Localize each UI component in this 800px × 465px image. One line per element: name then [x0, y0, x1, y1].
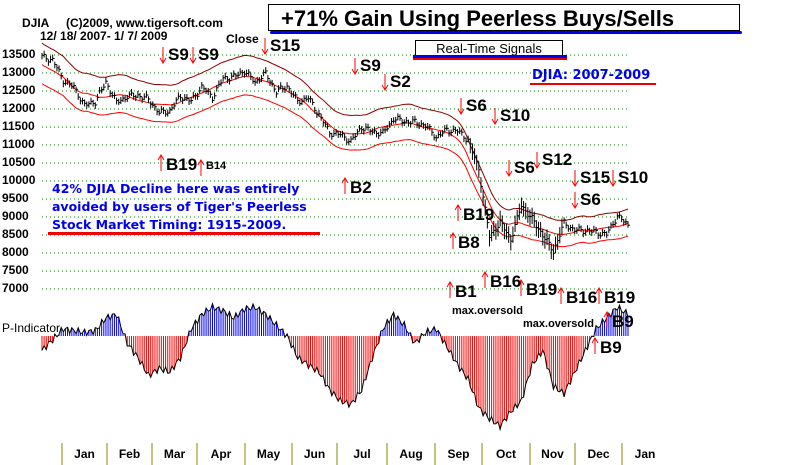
signal-buy: B8: [458, 233, 480, 252]
down-arrow-icon: [533, 162, 541, 169]
down-arrow-icon: [571, 180, 579, 187]
y-tick-label: 8500: [2, 227, 29, 241]
month-label: Jan: [74, 447, 95, 461]
note-line: avoided by users of Tiger's Peerless: [52, 199, 307, 214]
y-tick-label: 9500: [2, 191, 29, 205]
up-arrow-icon: [157, 154, 165, 161]
up-arrow-icon: [557, 287, 565, 294]
down-arrow-icon: [351, 68, 359, 75]
up-arrow-icon: [591, 337, 599, 344]
up-arrow-icon: [449, 232, 457, 239]
signal-buy: B19: [463, 205, 495, 224]
month-label: Dec: [587, 447, 610, 461]
signal-sell: S10: [500, 106, 531, 125]
copyright-label: (C)2009, www.tigersoft.com: [66, 16, 223, 30]
y-tick-label: 13500: [2, 47, 36, 61]
up-arrow-icon: [603, 311, 611, 318]
signal-sell: S9: [168, 45, 189, 64]
down-arrow-icon: [261, 48, 269, 55]
y-tick-label: 13000: [2, 65, 36, 79]
month-label: Jul: [353, 447, 371, 461]
oversold-label: max.oversold: [452, 305, 523, 317]
signal-buy: B19: [526, 280, 558, 299]
y-tick-label: 8000: [2, 245, 29, 259]
signal-sell: S2: [390, 72, 411, 91]
signal-sell: S6: [580, 190, 601, 209]
down-arrow-icon: [159, 57, 167, 64]
up-arrow-icon: [595, 287, 603, 294]
signal-buy: B14: [206, 160, 227, 172]
signal-sell: S12: [542, 150, 573, 169]
down-arrow-icon: [457, 108, 465, 115]
oversold-label: max.oversold: [523, 318, 594, 330]
y-tick-label: 9000: [2, 209, 29, 223]
symbol-label: DJIA: [22, 16, 50, 30]
month-label: Sep: [447, 447, 470, 461]
signal-buy: B1: [455, 282, 477, 301]
signal-buy: B2: [350, 178, 372, 197]
title-underline: [270, 31, 742, 34]
signal-sell: S6: [466, 96, 487, 115]
note-underline: [48, 232, 320, 235]
signal-buy: B9: [612, 312, 634, 331]
note-line: 42% DJIA Decline here was entirely: [52, 181, 300, 196]
signal-buy: B16: [566, 288, 598, 307]
y-tick-label: 7500: [2, 263, 29, 277]
up-arrow-icon: [341, 177, 349, 184]
y-tick-label: 10000: [2, 173, 36, 187]
p-indicator-label: P-Indicator: [2, 321, 61, 335]
p-indicator-line: [41, 302, 629, 432]
signal-buy: B16: [490, 272, 522, 291]
y-tick-label: 12000: [2, 101, 36, 115]
real-time-signals-box[interactable]: Real-Time Signals: [415, 40, 563, 56]
annotation-note: 42% DJIA Decline here was entirely avoid…: [52, 180, 307, 234]
down-arrow-icon: [571, 202, 579, 209]
month-label: Oct: [495, 447, 516, 461]
up-arrow-icon: [446, 281, 454, 288]
up-arrow-icon: [454, 204, 462, 211]
month-label: Nov: [541, 447, 564, 461]
y-tick-label: 10500: [2, 155, 36, 169]
signal-sell: S15: [580, 168, 611, 187]
y-tick-label: 11000: [2, 137, 35, 151]
up-arrow-icon: [197, 159, 205, 166]
signal-sell: S10: [618, 168, 649, 187]
signal-sell: S15: [270, 36, 301, 55]
djia-period-label: DJIA: 2007-2009: [532, 68, 651, 83]
title-box: +71% Gain Using Peerless Buys/Sells: [268, 4, 740, 31]
signal-buy: B19: [166, 155, 198, 174]
signal-sell: S6: [514, 158, 535, 177]
month-label: Feb: [118, 447, 141, 461]
y-tick-label: 12500: [2, 83, 36, 97]
month-label: Aug: [399, 447, 423, 461]
signal-sell: S9: [360, 56, 381, 75]
date-range: 12/ 18/ 2007- 1/ 7/ 2009: [40, 29, 168, 43]
signal-buy: B9: [600, 338, 622, 357]
signal-buy: B19: [604, 288, 636, 307]
y-tick-label: 11500: [2, 119, 35, 133]
y-tick-label: 7000: [2, 281, 29, 295]
month-label: Mar: [163, 447, 186, 461]
up-arrow-icon: [517, 279, 525, 286]
up-arrow-icon: [481, 271, 489, 278]
note-line: Stock Market Timing: 1915-2009.: [52, 217, 287, 232]
lower-band: [41, 83, 629, 248]
month-label: Jun: [303, 447, 326, 461]
middle-band: [41, 64, 629, 235]
month-label: May: [256, 447, 281, 461]
signal-sell: S9: [198, 45, 219, 64]
month-label: Apr: [210, 447, 232, 461]
down-arrow-icon: [609, 180, 617, 187]
down-arrow-icon: [381, 84, 389, 91]
down-arrow-icon: [189, 57, 197, 64]
real-time-underline: [413, 55, 567, 60]
close-label: Close: [226, 32, 259, 46]
down-arrow-icon: [491, 118, 499, 125]
djia-underline: [530, 83, 656, 85]
month-label: Jan: [634, 447, 656, 461]
down-arrow-icon: [505, 170, 513, 177]
